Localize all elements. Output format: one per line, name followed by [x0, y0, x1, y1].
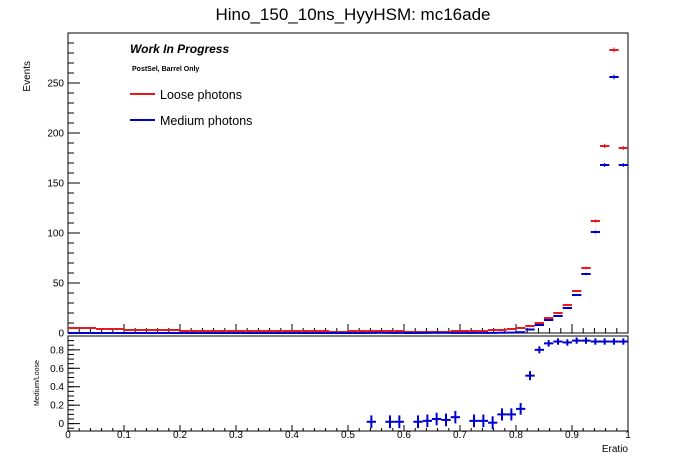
annotation-group: Work In Progress PostSel, Barrel Only — [130, 42, 229, 73]
x-tick-label: 0.5 — [341, 430, 355, 441]
main-panel: 0 50 100 150 200 250 — [47, 32, 629, 340]
x-tick-label: 0.3 — [229, 430, 243, 441]
x-axis-label: Eratio — [602, 444, 629, 455]
y-tick-label: 150 — [47, 179, 64, 190]
x-tick-label: 0.6 — [397, 430, 411, 441]
legend: Loose photons Medium photons — [130, 88, 252, 128]
chart-title: Hino_150_10ns_HyyHSM: mc16ade — [216, 5, 491, 24]
x-tick-label: 0 — [65, 430, 71, 441]
annotation-selection: PostSel, Barrel Only — [132, 66, 199, 73]
y-tick-label: 200 — [47, 129, 64, 140]
y-tick-label: 250 — [47, 79, 64, 90]
y-tick-label: 0 — [58, 329, 64, 340]
x-tick-label: 1 — [625, 430, 631, 441]
y-tick-label: 50 — [53, 279, 65, 290]
y-tick-label: 0.4 — [50, 382, 64, 393]
plot-frame — [67, 32, 629, 334]
y-tick-label: 100 — [47, 229, 64, 240]
y-tick-label: 0 — [58, 419, 64, 430]
y-tick-label: 0.8 — [50, 345, 64, 356]
legend-label-medium: Medium photons — [160, 114, 252, 128]
y-axis-label-ratio: Medium/Loose — [34, 360, 41, 406]
x-tick-label: 0.1 — [117, 430, 131, 441]
x-tick-label: 0.8 — [509, 430, 523, 441]
annotation-work-in-progress: Work In Progress — [130, 42, 229, 56]
x-tick-label: 0.9 — [565, 430, 579, 441]
x-tick-label: 0.2 — [173, 430, 187, 441]
legend-label-loose: Loose photons — [160, 88, 242, 102]
x-tick-label: 0.7 — [453, 430, 467, 441]
y-tick-label: 0.6 — [50, 364, 64, 375]
ratio-panel: 0 0.2 0.4 0.6 0.8 0 0.1 0.2 0.3 0.4 0.5 0.6 0.7 0.8 0.… — [50, 335, 631, 441]
y-axis-label-events: Events — [22, 61, 33, 92]
x-tick-label: 0.4 — [285, 430, 299, 441]
y-tick-label: 0.2 — [50, 401, 64, 412]
